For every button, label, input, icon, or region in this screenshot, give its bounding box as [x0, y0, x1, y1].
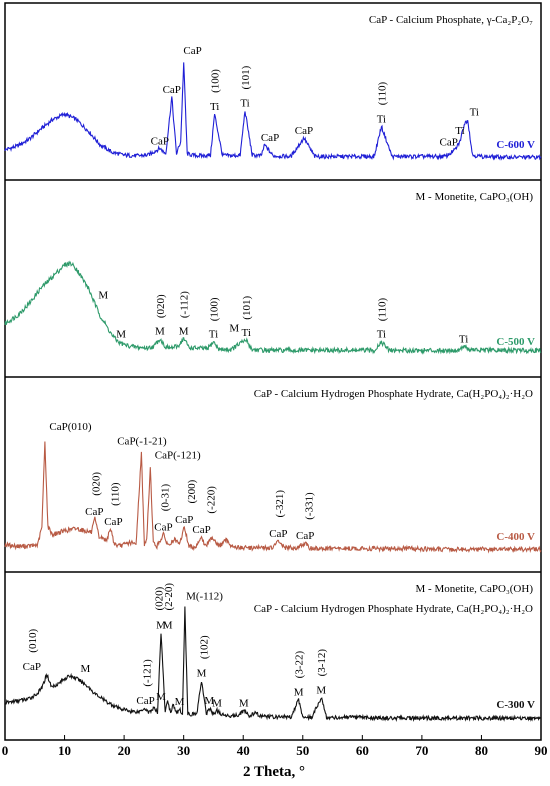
peak-label: M — [197, 667, 207, 679]
peak-label: (101) — [241, 296, 253, 320]
panels-group: C-600 V CaP - Calcium Phosphate, γ-Ca₂P₂O… — [4, 14, 542, 723]
peak-label: M — [98, 289, 108, 301]
peak-label: (020) — [91, 472, 103, 496]
peak-label: CaP(-121) — [155, 450, 201, 462]
peak-label: CaP(-1-21) — [117, 436, 167, 448]
peak-label: (100) — [210, 69, 222, 93]
peak-label: CaP — [295, 125, 313, 137]
peak-label: (020) — [154, 586, 166, 610]
peak-label: Ti — [377, 113, 386, 125]
legend-text: CaP - Calcium Hydrogen Phosphate Hydrate… — [254, 388, 533, 400]
peak-label: CaP — [269, 528, 287, 540]
peak-label: CaP — [440, 137, 458, 149]
peak-label: CaP — [296, 530, 314, 542]
peak-label: CaP — [183, 45, 201, 57]
plot-frame — [4, 2, 542, 741]
peak-label: M — [316, 685, 326, 697]
series-name: C-500 V — [496, 336, 535, 348]
peak-label: (110) — [376, 82, 388, 106]
peak-label: CaP — [104, 516, 122, 528]
peak-label: CaP — [85, 506, 103, 518]
peak-label: M — [175, 696, 185, 708]
peak-label: M — [163, 619, 173, 631]
peak-label: (-121) — [142, 659, 154, 687]
peak-label: (3-22) — [294, 650, 306, 678]
peak-label: Ti — [210, 101, 219, 113]
x-axis: 0 10 20 30 40 50 60 70 80 90 — [2, 735, 548, 758]
panel-2: C-500 VM - Monetite, CaPO₃(OH)MM M(020)M(… — [4, 179, 542, 355]
peak-label: M — [179, 326, 189, 338]
peak-label: M — [229, 322, 239, 334]
peak-label: Ti — [455, 125, 464, 137]
panel-4: C-300 V M - Monetite, CaPO₃(OH) CaP - Calc… — [4, 571, 542, 723]
peak-label: M — [116, 329, 126, 341]
peak-label: (2-20) — [163, 583, 175, 611]
peak-label: Ti — [459, 333, 468, 345]
series-name: C-300 V — [496, 699, 535, 711]
peak-label: (010) — [27, 629, 39, 653]
x-axis-label: 2 Theta, ° — [243, 764, 305, 780]
peak-label: CaP(010) — [49, 421, 92, 433]
peak-label: M — [212, 697, 222, 709]
peak-label: (0-31) — [160, 483, 172, 511]
peak-label: Ti — [209, 329, 218, 341]
peak-label: (-112) — [179, 291, 191, 318]
x-tick-label: 0 — [2, 743, 9, 758]
peak-label: CaP — [151, 135, 169, 147]
legend-text: M - Monetite, CaPO₃(OH) — [416, 583, 534, 595]
peak-label: CaP — [261, 132, 279, 144]
series-line — [4, 606, 542, 723]
peak-label: M — [81, 663, 91, 675]
panel-1: C-600 V CaP - Calcium Phosphate, γ-Ca₂P₂O… — [4, 14, 542, 161]
x-tick-label: 60 — [356, 743, 369, 758]
x-tick-label: 20 — [118, 743, 131, 758]
peak-label: (110) — [376, 297, 388, 321]
peak-label: M — [155, 326, 165, 338]
legend-text: M - Monetite, CaPO₃(OH) — [416, 191, 534, 203]
x-tick-label: 90 — [535, 743, 548, 758]
series-line — [4, 441, 542, 554]
peak-label: (200) — [186, 479, 198, 503]
peak-label: (020) — [155, 294, 167, 318]
peak-label: CaP — [23, 661, 41, 673]
x-tick-label: 50 — [296, 743, 309, 758]
panel-3: C-400 V CaP - Calcium Hydrogen Phosphate … — [4, 376, 542, 554]
peak-label: M — [204, 695, 214, 707]
peak-label: M — [156, 691, 166, 703]
series-line — [4, 260, 542, 355]
peak-label: (100) — [208, 297, 220, 321]
peak-label: CaP — [163, 84, 181, 96]
x-tick-label: 80 — [475, 743, 488, 758]
peak-label: (3-12) — [316, 649, 328, 677]
x-tick-label: 40 — [237, 743, 250, 758]
peak-label: CaP — [192, 524, 210, 536]
peak-label: (-220) — [205, 486, 217, 514]
peak-label: M — [239, 697, 249, 709]
peak-label: M — [156, 619, 166, 631]
peak-label: Ti — [242, 327, 251, 339]
peak-label: (-331) — [304, 492, 316, 520]
peak-label: M(-112) — [186, 591, 223, 603]
peak-label: Ti — [377, 329, 386, 341]
peak-label: Ti — [240, 98, 249, 110]
peak-label: (102) — [198, 635, 210, 659]
peak-label: CaP — [175, 514, 193, 526]
peak-label: Ti — [470, 107, 479, 119]
series-name: C-400 V — [496, 531, 535, 543]
legend-text: CaP - Calcium Hydrogen Phosphate Hydrate… — [254, 603, 533, 615]
peak-label: (-321) — [274, 490, 286, 518]
x-tick-label: 70 — [415, 743, 428, 758]
peak-label: M — [294, 687, 304, 699]
x-tick-label: 30 — [177, 743, 190, 758]
series-name: C-600 V — [496, 139, 535, 151]
series-line — [4, 62, 542, 161]
x-tick-label: 10 — [58, 743, 71, 758]
peak-label: (101) — [240, 65, 252, 89]
peak-label: CaP — [154, 522, 172, 534]
peak-label: CaP — [136, 695, 154, 707]
legend-text: CaP - Calcium Phosphate, γ-Ca₂P₂O₇ — [369, 14, 533, 26]
peak-label: (110) — [110, 482, 122, 506]
